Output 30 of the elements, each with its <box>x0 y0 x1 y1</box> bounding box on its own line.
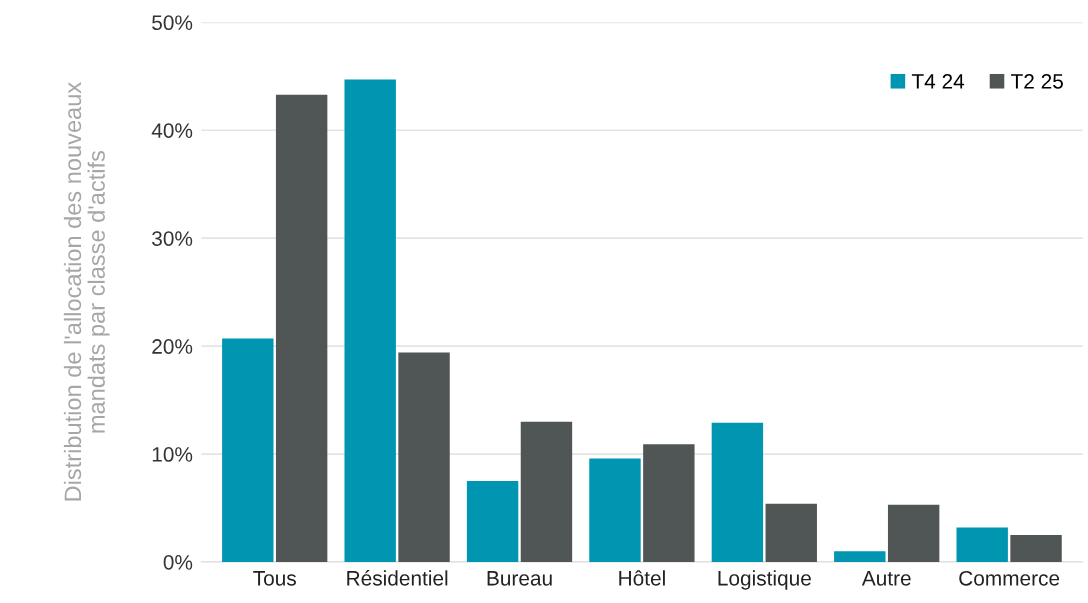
y-tick-label: 10% <box>152 447 193 462</box>
bar <box>765 503 817 562</box>
y-axis-title: Distribution de l'allocation des nouveaux mandats par classe d'actifs <box>63 82 110 501</box>
bar <box>275 94 328 562</box>
x-tick-label: Commerce <box>959 570 1060 586</box>
bar <box>887 504 940 562</box>
x-tick-label: Résidentiel <box>347 570 448 586</box>
legend-label: T4 24 <box>911 73 965 89</box>
bar <box>398 352 450 562</box>
bar <box>1010 535 1062 562</box>
y-tick-label: 50% <box>152 15 193 31</box>
bar <box>520 421 573 562</box>
bar <box>956 527 1008 562</box>
bar <box>222 338 274 562</box>
y-tick-label: 0% <box>163 555 193 570</box>
y-tick-label: 40% <box>151 123 193 138</box>
x-tick-label: Bureau <box>487 571 552 586</box>
x-tick-label: Hôtel <box>619 570 665 586</box>
bar <box>834 551 886 562</box>
x-tick-label: Logistique <box>718 570 811 590</box>
bar <box>344 79 396 562</box>
bar <box>643 444 695 562</box>
x-tick-label: Autre <box>861 571 911 586</box>
legend-label: T2 25 <box>1011 73 1063 89</box>
bar <box>589 458 641 562</box>
bar <box>466 481 519 562</box>
y-tick-label: 30% <box>152 231 193 246</box>
x-tick-label: Tous <box>253 571 296 586</box>
y-tick-label: 20% <box>152 339 193 354</box>
bar <box>711 422 764 562</box>
